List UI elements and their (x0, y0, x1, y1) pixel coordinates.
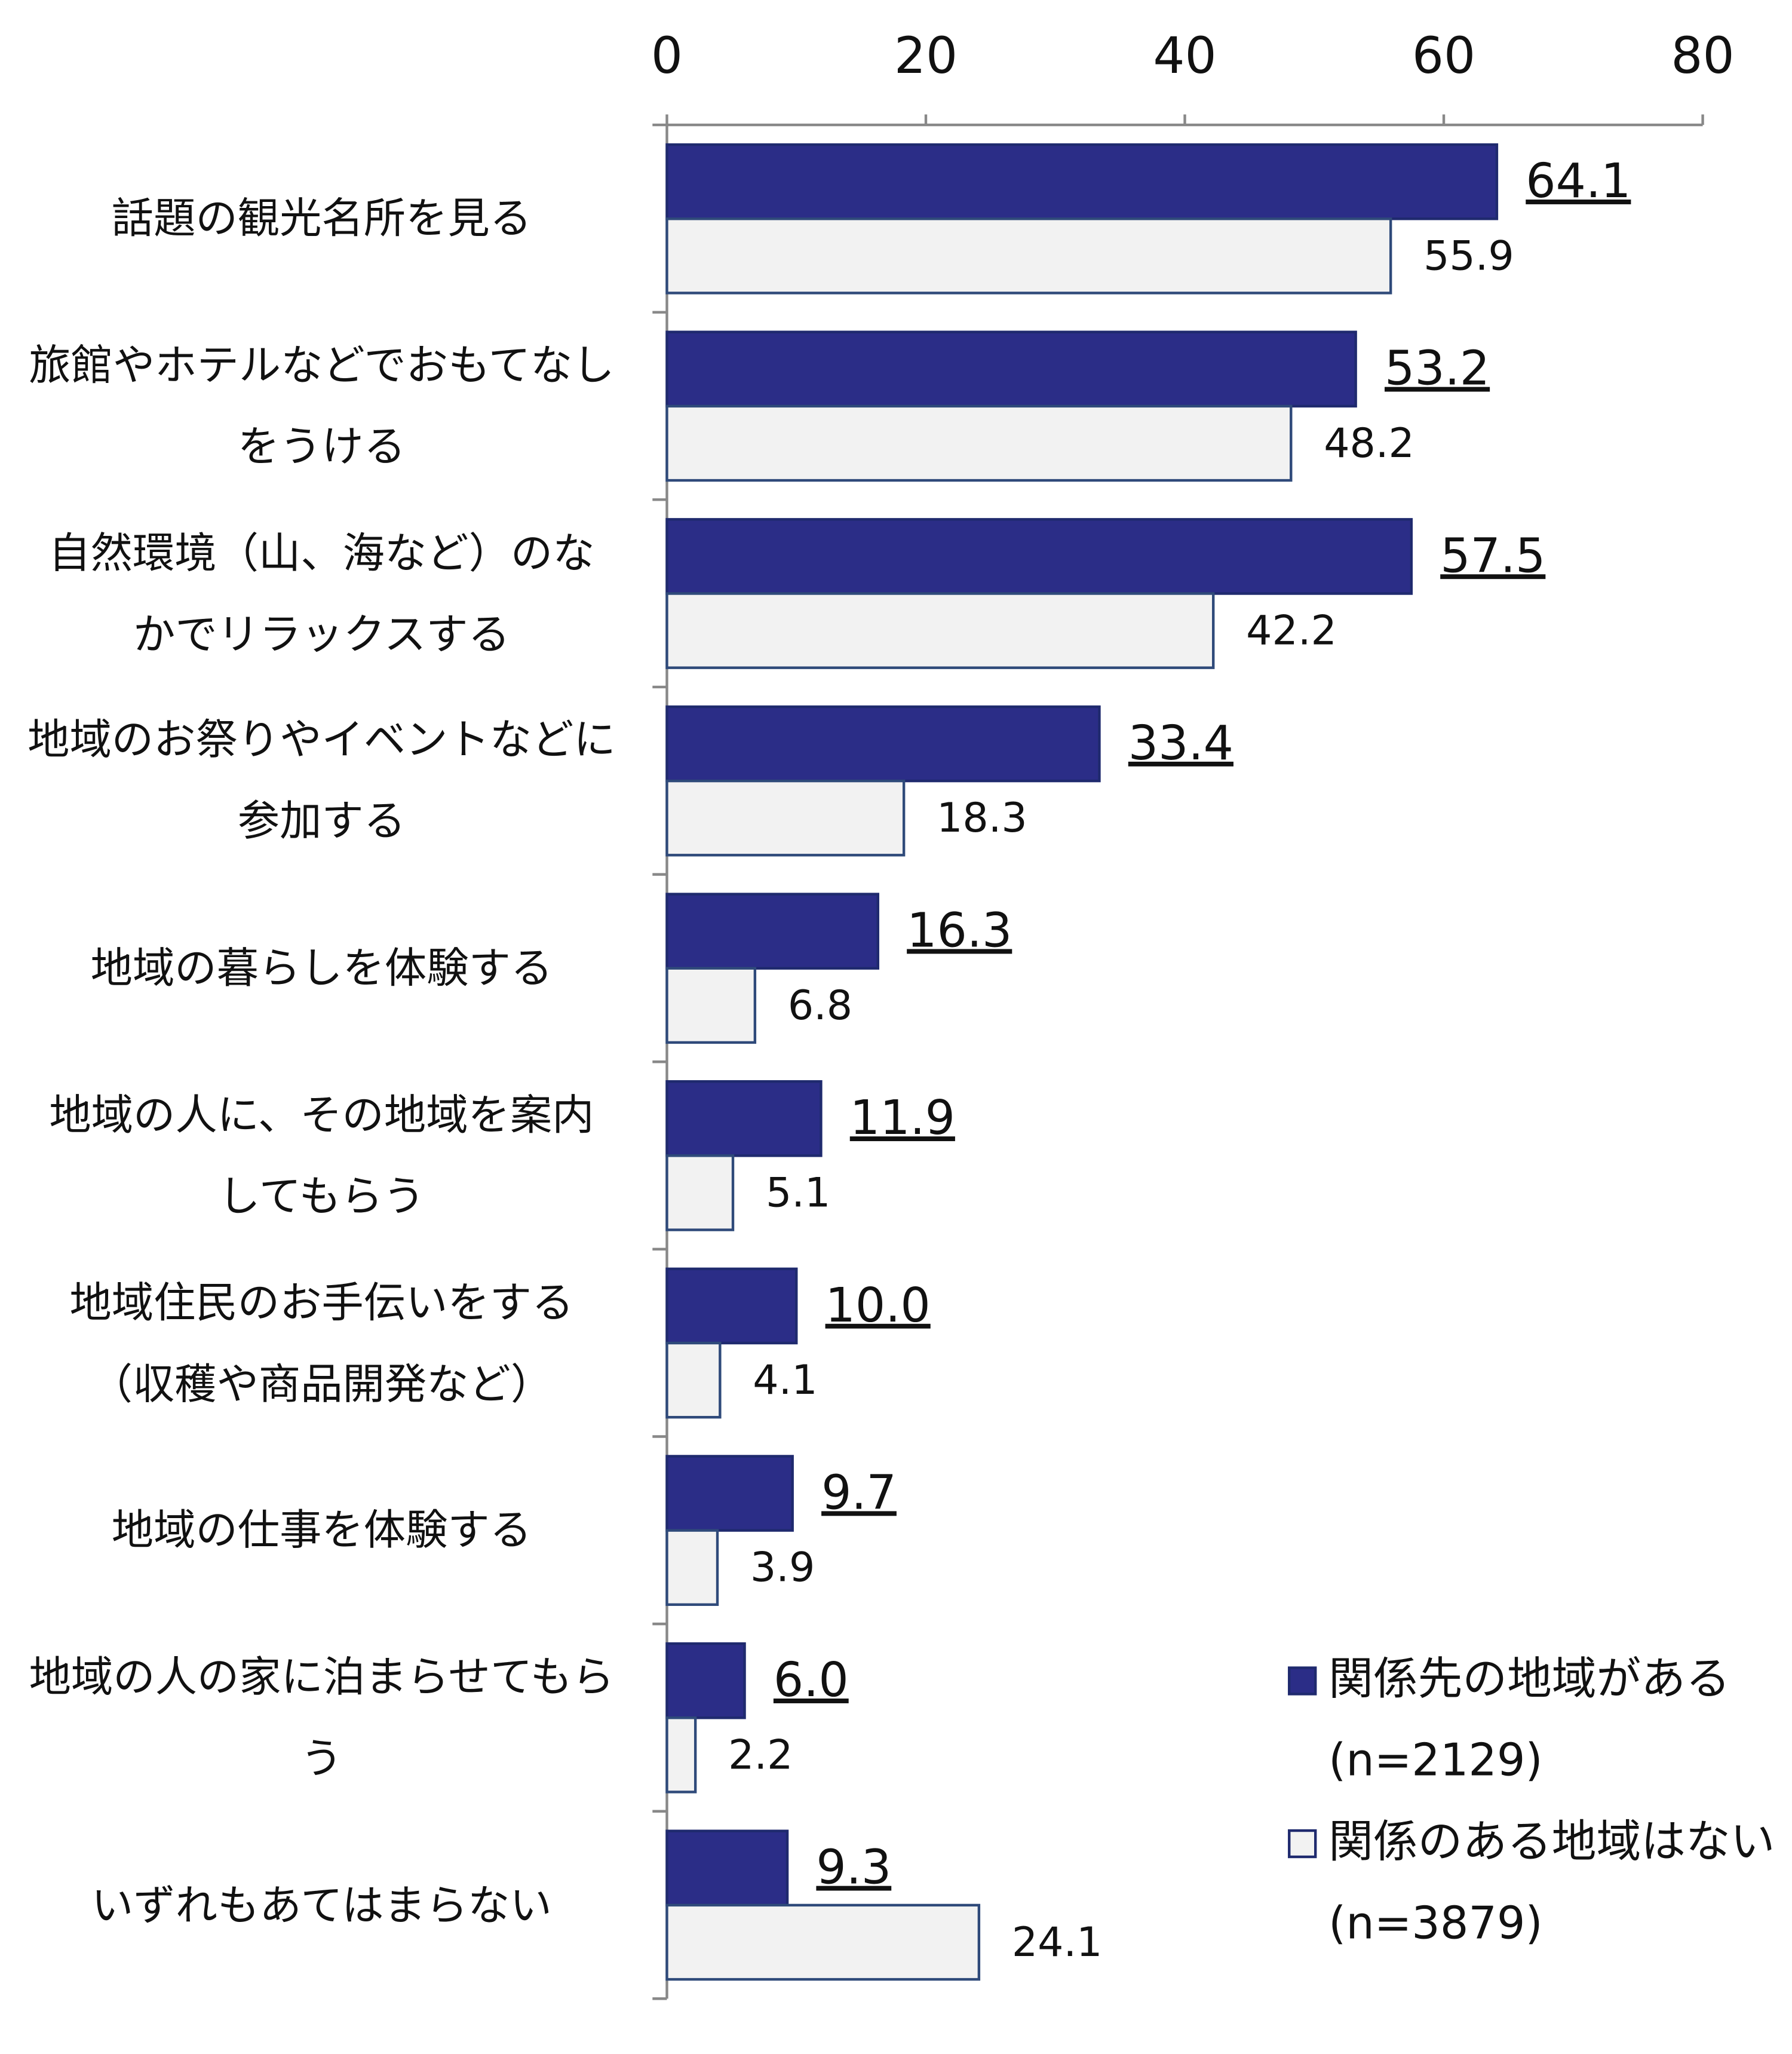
category-label-box: 話題の観光名所を見る (111, 194, 532, 244)
value-label: 57.5 (1440, 528, 1545, 583)
bar (665, 1154, 735, 1231)
category-label-box: 地域の仕事を体験する (111, 1505, 532, 1556)
bar (665, 518, 1413, 595)
category-label-box: いずれもあてはまらない (91, 1880, 552, 1930)
x-tick-label: 40 (1153, 26, 1216, 85)
category-label-box: 地域のお祭りやイベントなどに 参加する (27, 715, 616, 847)
bar (665, 1529, 719, 1607)
legend-label-box: 関係のある地域はない (n=3879) (1328, 1816, 1775, 1951)
category-label-box: 地域の人の家に泊まらせてもら う (29, 1652, 615, 1783)
x-tick-label: 20 (894, 26, 958, 85)
category-label-box: 旅館やホテルなどでおもてなし をうける (29, 340, 615, 472)
bar (665, 1267, 798, 1345)
category-label-box: 自然環境（山、海など）のな かでリラックスする (48, 528, 595, 660)
category-label: 地域の仕事を体験する (111, 1505, 532, 1556)
value-label: 33.4 (1128, 716, 1233, 771)
bar (665, 705, 1101, 783)
value-label: 11.9 (850, 1090, 955, 1145)
value-label: 18.3 (937, 795, 1027, 842)
bar (665, 1341, 722, 1419)
legend-swatch (1288, 1829, 1317, 1859)
bar (665, 1455, 794, 1532)
category-label-box: 地域の人に、その地域を案内 してもらう (49, 1090, 594, 1221)
bar (665, 1642, 746, 1719)
bar (665, 592, 1215, 669)
bar (665, 967, 757, 1044)
bar (665, 404, 1293, 482)
bar (665, 1829, 789, 1907)
category-label: 地域の人に、その地域を案内 してもらう (49, 1090, 594, 1221)
value-label: 2.2 (728, 1731, 793, 1779)
value-label: 53.2 (1385, 341, 1490, 396)
value-label: 55.9 (1423, 232, 1514, 280)
legend-label-box: 関係先の地域がある (n=2129) (1328, 1653, 1730, 1788)
category-label: 地域の人の家に泊まらせてもら う (29, 1652, 615, 1783)
x-tick-label: 0 (651, 26, 683, 85)
value-label: 6.8 (788, 982, 852, 1029)
value-label: 64.1 (1526, 154, 1631, 209)
x-tick-label: 80 (1671, 26, 1734, 85)
category-label-box: 地域の暮らしを体験する (90, 943, 553, 994)
value-label: 16.3 (907, 903, 1012, 958)
bar (665, 1080, 823, 1157)
bar (665, 1716, 697, 1794)
category-label: 旅館やホテルなどでおもてなし をうける (29, 340, 615, 472)
value-label: 6.0 (774, 1653, 849, 1707)
value-label: 9.3 (816, 1840, 891, 1895)
category-label: 地域のお祭りやイベントなどに 参加する (27, 715, 616, 847)
value-label: 5.1 (766, 1169, 830, 1216)
category-label: いずれもあてはまらない (91, 1880, 552, 1930)
category-label: 自然環境（山、海など）のな かでリラックスする (48, 528, 595, 660)
bar (665, 893, 879, 970)
legend-label: 関係先の地域がある (n=2129) (1328, 1653, 1730, 1788)
category-label: 地域住民のお手伝いをする （収穫や商品開発など） (69, 1277, 574, 1409)
bar (665, 217, 1392, 295)
bar (665, 1903, 981, 1981)
legend-label: 関係のある地域はない (n=3879) (1328, 1816, 1775, 1951)
category-label: 話題の観光名所を見る (111, 194, 532, 244)
value-label: 48.2 (1324, 420, 1414, 467)
legend-swatch (1288, 1666, 1317, 1696)
value-label: 3.9 (750, 1544, 815, 1592)
bar (665, 779, 906, 857)
bar (665, 143, 1499, 220)
category-label-box: 地域住民のお手伝いをする （収穫や商品開発など） (69, 1277, 574, 1409)
value-label: 9.7 (821, 1465, 897, 1520)
x-tick-label: 60 (1412, 26, 1475, 85)
value-label: 42.2 (1246, 608, 1337, 655)
bar (665, 330, 1357, 408)
category-label: 地域の暮らしを体験する (90, 943, 553, 994)
value-label: 4.1 (753, 1357, 817, 1404)
value-label: 24.1 (1012, 1919, 1103, 1966)
value-label: 10.0 (826, 1278, 931, 1333)
